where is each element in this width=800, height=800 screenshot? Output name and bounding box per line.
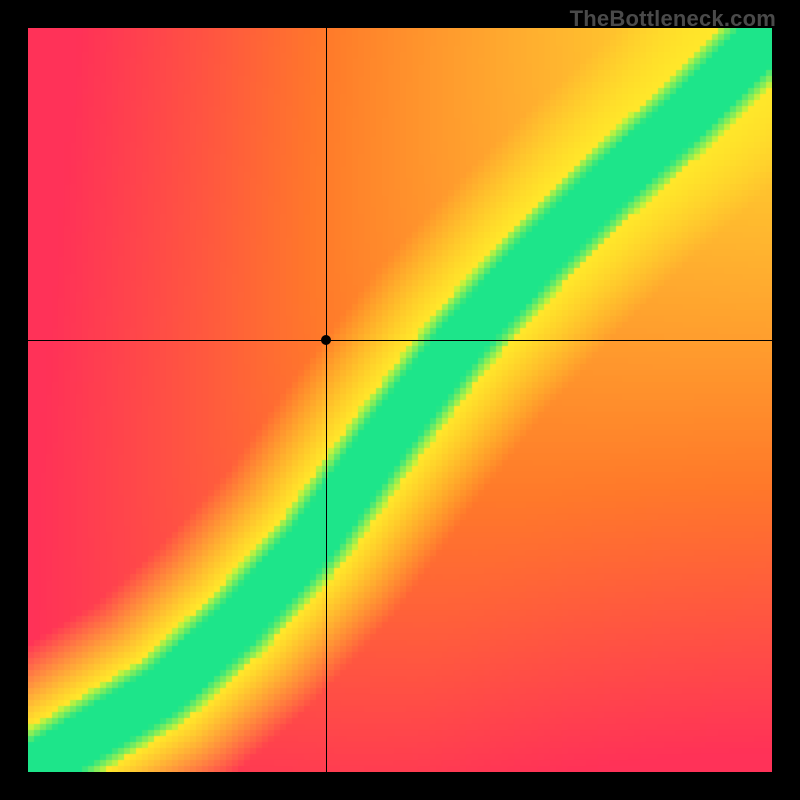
crosshair-horizontal — [28, 340, 772, 341]
chart-plot-area — [28, 28, 772, 772]
watermark-text: TheBottleneck.com — [570, 6, 776, 32]
crosshair-dot — [321, 335, 331, 345]
heatmap-canvas — [28, 28, 772, 772]
crosshair-vertical — [326, 28, 327, 772]
chart-container: TheBottleneck.com — [0, 0, 800, 800]
